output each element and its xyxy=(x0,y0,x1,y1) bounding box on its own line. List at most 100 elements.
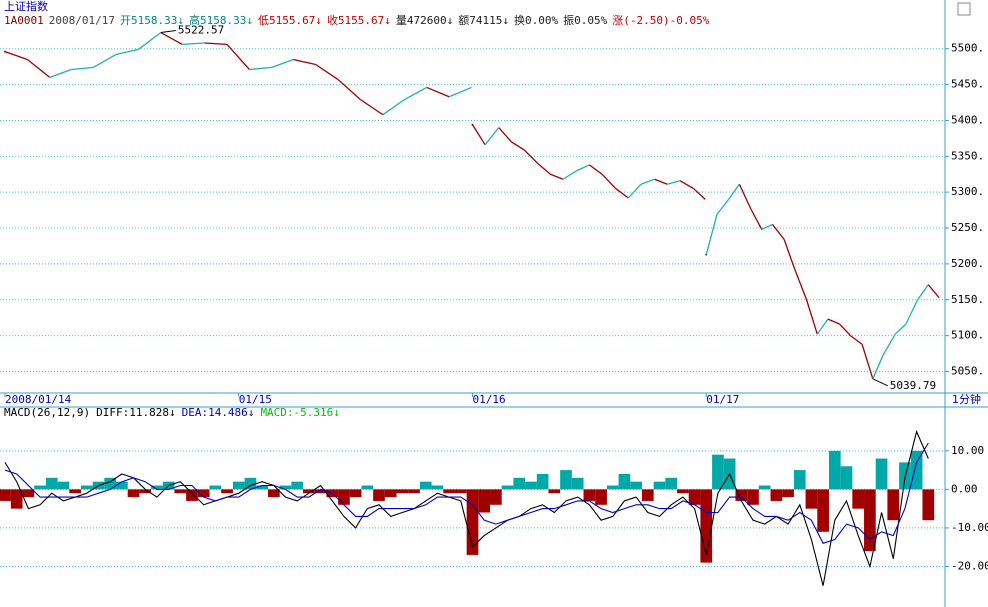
header-info: 1A0001 2008/01/17 开5158.33↓ 高5158.33↓ 低5155.… xyxy=(4,13,710,27)
price-segment xyxy=(601,173,617,190)
price-segment xyxy=(550,173,564,180)
macd-bar xyxy=(443,489,455,494)
macd-bar xyxy=(793,470,806,490)
macd-bar xyxy=(630,481,642,490)
price-segment xyxy=(861,344,874,379)
price-segment xyxy=(917,284,929,301)
period[interactable]: 1分钟 xyxy=(952,392,981,406)
price-segment xyxy=(667,180,681,185)
price-segment xyxy=(894,323,907,335)
macd-bar xyxy=(197,489,210,498)
price-segment xyxy=(523,149,539,164)
macd-bar xyxy=(232,481,245,490)
macd-bar xyxy=(852,489,865,509)
price-segment xyxy=(716,198,730,215)
macd-legend: MACD(26,12,9) DIFF:11.828↓ DEA:14.486↓ MACD… xyxy=(4,406,340,419)
macd-bar xyxy=(490,489,502,505)
macd-bar xyxy=(922,489,935,521)
price-segment xyxy=(615,188,629,199)
legend-entry: MACD:-5.316↓ xyxy=(260,406,339,419)
macd-bar xyxy=(735,489,748,501)
legend-entry: DEA:14.486↓ xyxy=(182,406,255,419)
macd-bar xyxy=(10,489,23,509)
price-segment xyxy=(249,66,272,71)
macd-bar xyxy=(910,450,923,490)
annotation-leader xyxy=(872,378,889,387)
header-item: 开5158.33↓ xyxy=(120,14,184,27)
macd-bar xyxy=(338,489,350,505)
x-tick-label: 01/15 xyxy=(239,393,272,406)
price-segment xyxy=(204,42,228,46)
price-segment xyxy=(226,43,250,70)
price-segment xyxy=(49,68,72,79)
macd-bar xyxy=(560,470,572,490)
price-segment xyxy=(850,335,863,345)
macd-bar xyxy=(279,485,292,490)
annotation: 5039.79 xyxy=(890,379,936,392)
price-segment xyxy=(360,99,384,116)
macd-bar xyxy=(256,485,268,490)
price-segment xyxy=(771,224,785,240)
macd-bar xyxy=(653,481,666,490)
price-segment xyxy=(827,318,840,325)
macd-bar xyxy=(641,489,654,501)
macd-bar xyxy=(501,485,514,490)
macd-bar xyxy=(536,473,549,490)
y-tick-label: 0.00 xyxy=(951,482,978,495)
macd-bar xyxy=(384,489,397,498)
macd-bar xyxy=(700,489,713,563)
price-segment xyxy=(537,162,551,175)
macd-bar xyxy=(665,477,678,490)
macd-bar xyxy=(828,450,841,490)
y-tick-label: 5300. xyxy=(951,185,984,198)
price-segment xyxy=(805,299,818,335)
price-segment xyxy=(562,170,578,180)
price-segment xyxy=(588,164,603,175)
macd-bar xyxy=(864,489,876,552)
macd-bar xyxy=(45,477,58,490)
price-segment xyxy=(576,164,590,172)
window-button[interactable] xyxy=(957,2,971,16)
macd-bar xyxy=(69,489,81,494)
price-segment xyxy=(315,63,339,81)
header-item: 额74115↓ xyxy=(458,14,509,27)
macd-bar xyxy=(267,489,280,498)
macd-bar xyxy=(22,489,35,498)
header-item: 高5158.33↓ xyxy=(189,13,253,27)
macd-line xyxy=(4,429,929,586)
y-tick-label: 5150. xyxy=(951,293,984,306)
macd-bar xyxy=(571,477,584,490)
macd-bar xyxy=(677,489,689,494)
macd-bar xyxy=(139,489,152,494)
macd-bar xyxy=(209,485,222,490)
header-item: 1A0001 xyxy=(4,14,44,27)
price-segment xyxy=(160,31,183,45)
price-segment xyxy=(705,214,718,255)
header-item: 振0.05% xyxy=(563,13,607,27)
macd-bar xyxy=(57,481,70,490)
macd-bar xyxy=(361,485,374,490)
price-segment xyxy=(138,32,162,50)
macd-line xyxy=(4,442,929,544)
macd-bar xyxy=(478,489,491,513)
macd-bar xyxy=(151,485,163,490)
macd-bar xyxy=(770,489,783,501)
price-segment xyxy=(293,58,316,66)
price-segment xyxy=(872,354,885,380)
macd-bar xyxy=(525,481,537,490)
y-tick-label: 5200. xyxy=(951,257,984,270)
macd-bar xyxy=(606,485,619,490)
y-tick-label: 5500. xyxy=(951,42,984,55)
macd-bar xyxy=(875,458,888,490)
y-tick-label: 5450. xyxy=(951,78,984,91)
price-segment xyxy=(26,58,51,78)
macd-bar xyxy=(595,489,607,505)
y-tick-label: 5400. xyxy=(951,113,984,126)
price-segment xyxy=(511,141,525,151)
price-segment xyxy=(71,66,94,71)
price-segment xyxy=(839,323,851,337)
macd-bar xyxy=(314,489,327,494)
price-segment xyxy=(783,239,796,270)
x-tick-label: 2008/01/14 xyxy=(5,393,72,406)
price-segment xyxy=(115,48,139,56)
